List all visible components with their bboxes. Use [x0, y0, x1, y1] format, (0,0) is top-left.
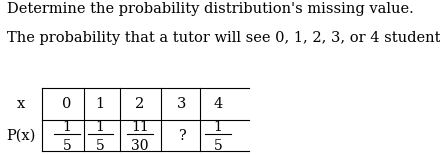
Text: The probability that a tutor will see 0, 1, 2, 3, or 4 students: The probability that a tutor will see 0,… [7, 31, 440, 45]
Text: 4: 4 [213, 97, 223, 111]
Text: 2: 2 [136, 97, 145, 111]
Text: x: x [16, 97, 25, 111]
Text: Determine the probability distribution's missing value.: Determine the probability distribution's… [7, 2, 414, 16]
Text: 5: 5 [62, 139, 71, 153]
Text: 5: 5 [96, 139, 105, 153]
Text: 30: 30 [131, 139, 149, 153]
Text: ?: ? [178, 129, 185, 143]
Text: 11: 11 [131, 120, 149, 134]
Text: 1: 1 [96, 120, 105, 134]
Text: 1: 1 [213, 120, 222, 134]
Text: 0: 0 [62, 97, 72, 111]
Text: 5: 5 [213, 139, 222, 153]
Text: P(x): P(x) [6, 129, 35, 143]
Text: 1: 1 [95, 97, 105, 111]
Text: 3: 3 [177, 97, 186, 111]
Text: 1: 1 [62, 120, 71, 134]
